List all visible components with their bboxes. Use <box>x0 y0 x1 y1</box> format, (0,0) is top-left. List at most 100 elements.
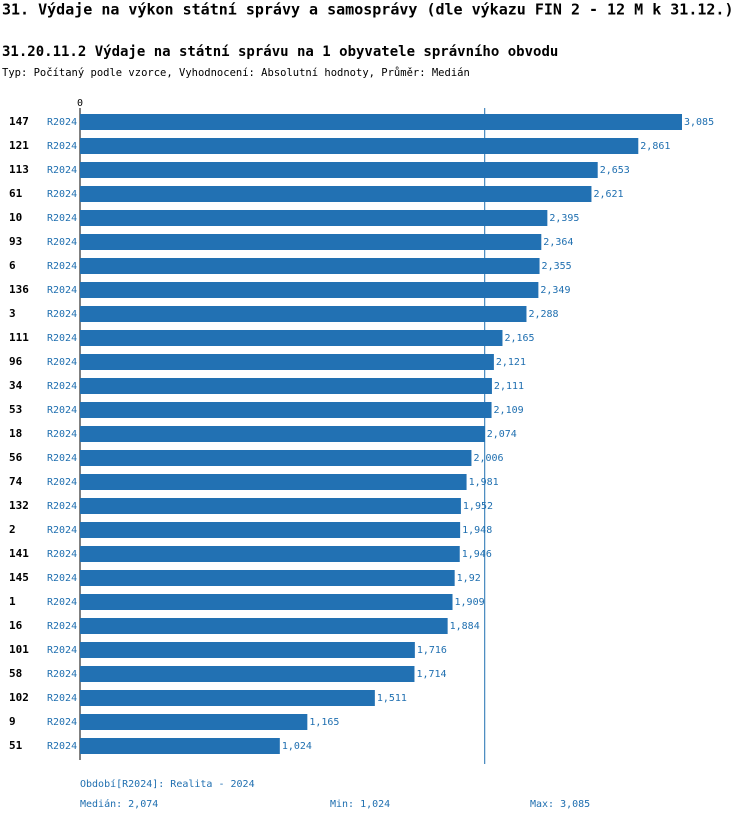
value-label: 1,511 <box>377 693 407 704</box>
value-label: 1,952 <box>463 501 493 512</box>
series-label: R2024 <box>47 357 77 368</box>
series-label: R2024 <box>47 717 77 728</box>
value-label: 2,111 <box>494 381 524 392</box>
bar <box>80 690 375 706</box>
value-label: 1,165 <box>309 717 339 728</box>
series-label: R2024 <box>47 165 77 176</box>
category-label: 145 <box>9 571 29 584</box>
bar <box>80 426 485 442</box>
series-label: R2024 <box>47 405 77 416</box>
bar <box>80 738 280 754</box>
bar <box>80 162 598 178</box>
series-label: R2024 <box>47 285 77 296</box>
category-label: 6 <box>9 259 16 272</box>
bar <box>80 666 415 682</box>
category-label: 61 <box>9 187 23 200</box>
series-label: R2024 <box>47 237 77 248</box>
bar <box>80 114 682 130</box>
value-label: 1,716 <box>417 645 447 656</box>
category-label: 51 <box>9 739 23 752</box>
bar <box>80 330 503 346</box>
bar <box>80 474 467 490</box>
bar <box>80 210 548 226</box>
bar <box>80 258 540 274</box>
value-label: 2,165 <box>504 333 534 344</box>
category-label: 101 <box>9 643 29 656</box>
category-label: 16 <box>9 619 23 632</box>
category-label: 53 <box>9 403 22 416</box>
chart-description: Typ: Počítaný podle vzorce, Vyhodnocení:… <box>2 67 470 79</box>
value-label: 2,395 <box>549 213 579 224</box>
footer-min: Min: 1,024 <box>330 799 390 810</box>
category-label: 113 <box>9 163 29 176</box>
category-label: 3 <box>9 307 16 320</box>
category-label: 93 <box>9 235 22 248</box>
bar <box>80 618 448 634</box>
value-label: 1,946 <box>462 549 492 560</box>
value-label: 1,909 <box>455 597 485 608</box>
bar <box>80 378 492 394</box>
series-label: R2024 <box>47 261 77 272</box>
value-label: 2,364 <box>543 237 573 248</box>
value-label: 2,288 <box>528 309 558 320</box>
value-label: 1,981 <box>469 477 499 488</box>
bar <box>80 354 494 370</box>
series-label: R2024 <box>47 309 77 320</box>
series-label: R2024 <box>47 501 77 512</box>
series-label: R2024 <box>47 429 77 440</box>
series-label: R2024 <box>47 453 77 464</box>
chart-title: 31. Výdaje na výkon státní správy a samo… <box>2 1 734 19</box>
category-label: 102 <box>9 691 29 704</box>
bar <box>80 546 460 562</box>
series-label: R2024 <box>47 117 77 128</box>
series-label: R2024 <box>47 741 77 752</box>
series-label: R2024 <box>47 189 77 200</box>
value-label: 2,006 <box>473 453 503 464</box>
bar <box>80 714 308 730</box>
category-label: 132 <box>9 499 29 512</box>
category-label: 147 <box>9 115 29 128</box>
series-label: R2024 <box>47 381 77 392</box>
footer-median: Medián: 2,074 <box>80 798 158 810</box>
category-label: 56 <box>9 451 23 464</box>
category-label: 136 <box>9 283 29 296</box>
value-label: 2,653 <box>600 165 630 176</box>
category-label: 58 <box>9 667 22 680</box>
series-label: R2024 <box>47 549 77 560</box>
x-tick-label: 0 <box>77 98 83 109</box>
series-label: R2024 <box>47 333 77 344</box>
bar <box>80 522 461 538</box>
category-label: 74 <box>9 475 23 488</box>
value-label: 2,621 <box>593 189 623 200</box>
value-label: 2,355 <box>542 261 572 272</box>
bar <box>80 282 539 298</box>
chart-subtitle: 31.20.11.2 Výdaje na státní správu na 1 … <box>2 44 558 60</box>
category-label: 18 <box>9 427 22 440</box>
bar <box>80 234 542 250</box>
footer-max: Max: 3,085 <box>530 799 590 810</box>
series-label: R2024 <box>47 477 77 488</box>
category-label: 141 <box>9 547 29 560</box>
bar <box>80 594 453 610</box>
bar <box>80 642 415 658</box>
bar <box>80 138 639 154</box>
category-label: 9 <box>9 715 16 728</box>
bar <box>80 498 461 514</box>
bar <box>80 450 472 466</box>
value-label: 1,714 <box>416 669 446 680</box>
category-label: 34 <box>9 379 23 392</box>
bar <box>80 306 527 322</box>
bar <box>80 570 455 586</box>
value-label: 2,074 <box>487 429 517 440</box>
series-label: R2024 <box>47 573 77 584</box>
series-label: R2024 <box>47 141 77 152</box>
series-label: R2024 <box>47 213 77 224</box>
category-label: 1 <box>9 595 16 608</box>
category-label: 121 <box>9 139 29 152</box>
value-label: 2,121 <box>496 357 526 368</box>
value-label: 3,085 <box>684 117 714 128</box>
value-label: 1,024 <box>282 741 312 752</box>
category-label: 10 <box>9 211 22 224</box>
series-label: R2024 <box>47 693 77 704</box>
